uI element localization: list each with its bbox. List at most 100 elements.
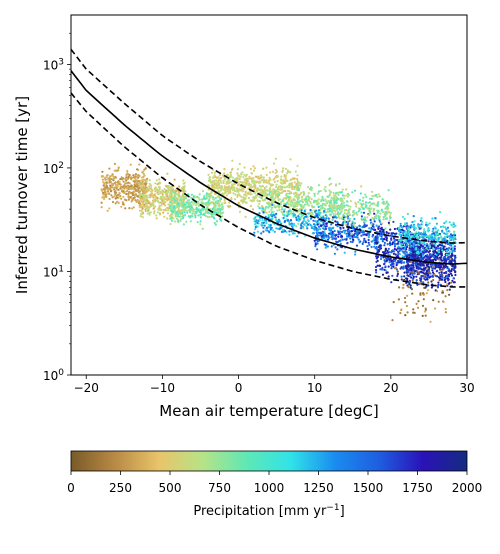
data-point (380, 237, 384, 240)
data-point (422, 254, 425, 258)
data-point (268, 191, 271, 194)
data-point (236, 193, 239, 196)
data-point (229, 205, 232, 208)
data-point (146, 206, 149, 209)
data-point (238, 162, 241, 166)
data-point (431, 236, 434, 239)
data-point (264, 193, 267, 197)
data-point (372, 223, 375, 226)
data-point (303, 203, 306, 206)
data-point (118, 180, 121, 184)
data-point (288, 220, 291, 224)
data-point (228, 182, 231, 185)
data-point (170, 206, 173, 209)
data-point (280, 187, 283, 190)
data-point (371, 216, 374, 220)
data-point (411, 257, 414, 260)
data-point (189, 216, 192, 219)
data-point (395, 264, 398, 267)
data-point (398, 286, 401, 289)
data-point (425, 263, 428, 266)
data-point (260, 232, 263, 235)
data-point (161, 202, 164, 205)
data-point (301, 201, 305, 204)
data-point (300, 191, 303, 194)
data-point (277, 188, 280, 191)
data-point (411, 247, 414, 250)
data-point (153, 210, 156, 213)
data-point (228, 201, 231, 204)
data-point (207, 201, 210, 205)
data-point (332, 212, 335, 215)
data-point (375, 260, 378, 263)
data-point (300, 224, 303, 227)
data-point (317, 198, 320, 201)
data-point (265, 185, 268, 188)
data-point (415, 240, 418, 243)
colorbar-tick-label: 1000 (254, 481, 285, 495)
data-point (342, 226, 345, 229)
data-point (400, 309, 403, 312)
data-point (317, 184, 320, 187)
data-point (323, 228, 326, 231)
data-point (156, 183, 159, 186)
data-point (130, 185, 133, 188)
data-point (250, 172, 253, 175)
data-point (429, 234, 432, 237)
data-point (213, 203, 216, 206)
data-point (389, 263, 392, 267)
data-point (404, 314, 407, 317)
data-point (340, 217, 344, 220)
data-point (444, 235, 447, 238)
data-point (397, 261, 400, 264)
data-point (256, 194, 259, 197)
data-point (167, 209, 170, 212)
data-point (441, 229, 444, 232)
data-point (328, 207, 331, 210)
x-tick-label: −20 (74, 381, 99, 395)
data-point (233, 188, 236, 191)
data-point (212, 198, 215, 201)
data-point (416, 234, 419, 237)
data-point (318, 231, 321, 234)
data-point (334, 238, 337, 241)
data-point (454, 256, 457, 259)
data-point (372, 209, 375, 212)
data-point (381, 210, 384, 214)
data-point (174, 220, 177, 223)
data-point (128, 182, 131, 185)
data-point (219, 197, 223, 201)
data-point (345, 209, 348, 212)
data-point (197, 197, 200, 200)
data-point (161, 193, 164, 196)
data-point (167, 191, 170, 194)
colorbar (70, 450, 468, 472)
data-point (269, 224, 272, 227)
data-point (343, 211, 346, 215)
data-point (263, 181, 266, 184)
data-point (230, 180, 233, 183)
data-point (325, 222, 328, 225)
data-point (224, 190, 227, 193)
data-point (368, 204, 372, 207)
data-point (161, 191, 164, 194)
data-point (434, 267, 437, 270)
data-point (261, 219, 264, 222)
data-point (127, 196, 130, 199)
data-point (370, 197, 373, 200)
data-point (384, 248, 388, 251)
data-point (368, 227, 371, 230)
data-point (392, 265, 395, 268)
data-point (317, 190, 320, 193)
data-point (289, 179, 292, 182)
data-point (176, 193, 179, 196)
data-point (123, 191, 126, 194)
data-point (382, 256, 385, 259)
data-point (175, 217, 179, 220)
data-point (436, 265, 439, 268)
data-point (251, 181, 254, 184)
data-point (447, 248, 450, 251)
x-tick-label: 30 (459, 381, 474, 395)
data-point (189, 207, 192, 210)
data-point (375, 257, 378, 260)
